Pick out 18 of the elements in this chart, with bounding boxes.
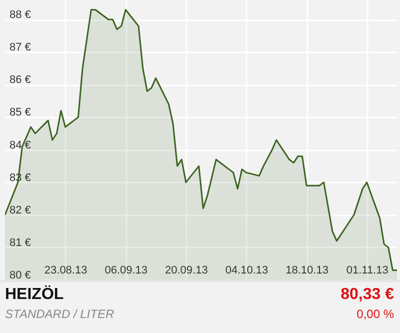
y-tick-label: 84 € (10, 139, 31, 152)
y-tick-label: 80 € (10, 270, 31, 282)
y-tick-label: 88 € (10, 9, 31, 22)
x-tick-label: 23.08.13 (44, 264, 88, 276)
text: 80,33 € (340, 286, 394, 304)
x-tick-label: 20.09.13 (165, 264, 208, 276)
x-tick-label: 04.10.13 (225, 264, 268, 276)
y-tick-label: 85 € (10, 106, 31, 119)
text: HEIZÖL (5, 286, 64, 304)
y-tick-label: 87 € (10, 42, 31, 54)
text: 0,00 % (356, 307, 394, 321)
y-tick-label: 86 € (10, 74, 31, 86)
y-tick-label: 81 € (10, 236, 31, 249)
y-tick-label: 82 € (10, 204, 31, 216)
x-tick-label: 06.09.13 (104, 264, 148, 276)
x-tick-label: 01.11.13 (346, 264, 388, 276)
text: STANDARD / LITER (5, 307, 114, 321)
x-tick-label: 18.10.13 (286, 264, 328, 276)
